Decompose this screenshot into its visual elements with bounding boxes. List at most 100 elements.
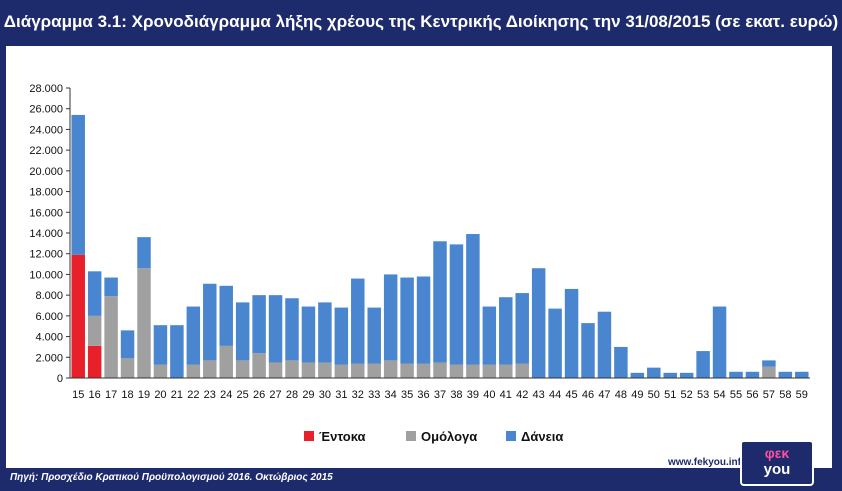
x-tick-label: 35 xyxy=(401,389,413,401)
bar-segment-daneia-55 xyxy=(729,371,743,378)
bar-segment-omologa-18 xyxy=(120,358,135,378)
bar-segment-daneia-44 xyxy=(548,308,562,378)
bar-segment-daneia-17 xyxy=(104,277,118,297)
x-tick-label: 52 xyxy=(681,389,693,401)
bar-segment-daneia-24 xyxy=(219,285,233,346)
bar-segment-daneia-28 xyxy=(285,298,299,361)
bar-segment-daneia-32 xyxy=(351,278,365,364)
x-tick-label: 34 xyxy=(385,389,397,401)
y-tick-label: 12.000 xyxy=(29,249,63,261)
bar-segment-entoka-16 xyxy=(87,345,102,378)
bar-segment-daneia-53 xyxy=(696,351,710,378)
x-tick-label: 29 xyxy=(302,389,314,401)
y-tick-label: 18.000 xyxy=(29,187,63,199)
x-tick-label: 31 xyxy=(335,389,347,401)
bar-segment-daneia-43 xyxy=(531,268,546,378)
x-tick-label: 24 xyxy=(220,389,232,401)
bar-segment-daneia-36 xyxy=(416,276,431,364)
bar-segment-omologa-31 xyxy=(334,364,349,378)
bar-segment-omologa-19 xyxy=(137,268,151,378)
bar-segment-omologa-34 xyxy=(383,360,398,378)
bar-segment-omologa-29 xyxy=(301,362,316,378)
y-tick-label: 26.000 xyxy=(29,104,63,116)
x-tick-label: 42 xyxy=(516,389,528,401)
bar-segment-omologa-57 xyxy=(762,366,776,378)
x-tick-label: 15 xyxy=(72,389,84,401)
x-tick-label: 49 xyxy=(631,389,643,401)
bar-segment-daneia-50 xyxy=(647,367,661,378)
x-tick-label: 20 xyxy=(154,389,166,401)
bar-segment-omologa-16 xyxy=(87,315,102,346)
x-tick-label: 56 xyxy=(746,389,758,401)
legend-swatch-omologa xyxy=(406,431,416,441)
bar-segment-daneia-51 xyxy=(663,372,677,378)
bar-segment-daneia-40 xyxy=(482,306,497,365)
bar-segment-daneia-23 xyxy=(203,283,217,361)
x-tick-label: 43 xyxy=(533,389,545,401)
x-tick-label: 36 xyxy=(417,389,429,401)
bar-segment-entoka-15 xyxy=(71,254,85,378)
bar-segment-daneia-31 xyxy=(334,307,349,365)
x-tick-label: 39 xyxy=(467,389,479,401)
x-tick-label: 47 xyxy=(598,389,610,401)
legend-label-daneia: Δάνεια xyxy=(521,429,563,444)
bar-segment-daneia-27 xyxy=(268,295,283,363)
bar-segment-omologa-26 xyxy=(252,353,266,378)
bar-segment-daneia-21 xyxy=(170,325,184,378)
bar-segment-omologa-28 xyxy=(285,360,299,378)
bar-segment-daneia-37 xyxy=(433,241,447,363)
x-tick-label: 21 xyxy=(171,389,183,401)
source-note: Πηγή: Προσχέδιο Κρατικού Προϋπολογισμού … xyxy=(10,472,333,483)
bar-segment-omologa-22 xyxy=(186,364,201,378)
x-tick-label: 32 xyxy=(352,389,364,401)
x-tick-label: 45 xyxy=(565,389,577,401)
x-tick-label: 58 xyxy=(779,389,791,401)
bar-segment-daneia-35 xyxy=(400,277,414,364)
bar-segment-daneia-30 xyxy=(318,302,332,363)
logo-text-bottom: you xyxy=(763,461,791,478)
x-tick-label: 23 xyxy=(204,389,216,401)
bar-segment-daneia-33 xyxy=(367,307,381,364)
x-tick-label: 38 xyxy=(450,389,462,401)
bar-segment-daneia-45 xyxy=(564,288,579,378)
bar-segment-omologa-24 xyxy=(219,345,233,378)
bar-segment-daneia-41 xyxy=(499,297,513,365)
bar-segment-omologa-32 xyxy=(351,363,365,378)
x-tick-label: 26 xyxy=(253,389,265,401)
x-tick-label: 46 xyxy=(582,389,594,401)
stacked-bar-chart: 0 2.000 4.000 6.000 8.000 10.000 12.000 14.000 1… xyxy=(29,83,810,444)
bar-segment-omologa-37 xyxy=(433,362,447,378)
y-tick-label: 10.000 xyxy=(29,269,63,281)
bar-segment-daneia-52 xyxy=(679,372,694,378)
bar-segment-daneia-59 xyxy=(795,371,809,378)
bar-segment-omologa-40 xyxy=(482,364,497,378)
bar-segment-daneia-19 xyxy=(137,237,151,269)
bar-segment-daneia-38 xyxy=(449,244,464,365)
bar-segment-daneia-47 xyxy=(597,311,612,378)
x-tick-label: 48 xyxy=(615,389,627,401)
site-url: www.fekyou.info xyxy=(668,457,748,468)
legend-swatch-daneia xyxy=(506,431,516,441)
x-tick-label: 37 xyxy=(434,389,446,401)
bar-segment-daneia-58 xyxy=(778,371,793,378)
x-tick-label: 59 xyxy=(796,389,808,401)
bar-segment-daneia-25 xyxy=(235,302,250,361)
bar-segment-omologa-23 xyxy=(203,360,217,378)
y-tick-label: 6.000 xyxy=(35,311,63,323)
x-tick-label: 30 xyxy=(319,389,331,401)
bar-segment-daneia-26 xyxy=(252,295,266,354)
y-tick-label: 20.000 xyxy=(29,166,63,178)
legend-label-omologa: Ομόλογα xyxy=(421,429,477,444)
bar-segment-omologa-42 xyxy=(515,363,529,378)
bar-segment-omologa-39 xyxy=(466,364,480,378)
bar-segment-omologa-17 xyxy=(104,296,118,378)
x-tick-label: 55 xyxy=(730,389,742,401)
bar-segment-daneia-57 xyxy=(762,360,776,367)
bar-segment-daneia-56 xyxy=(745,371,760,378)
bar-segment-daneia-39 xyxy=(466,234,480,365)
bar-segment-daneia-18 xyxy=(120,330,135,359)
bar-segment-daneia-22 xyxy=(186,306,201,365)
bar-segment-daneia-16 xyxy=(87,271,102,316)
x-tick-label: 53 xyxy=(697,389,709,401)
y-tick-label: 16.000 xyxy=(29,207,63,219)
